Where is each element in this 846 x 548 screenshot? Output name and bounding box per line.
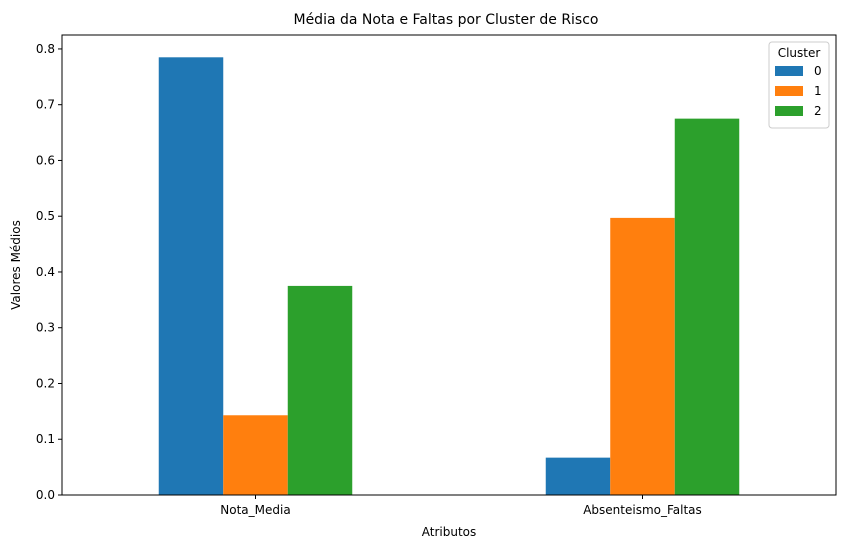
y-tick-label: 0.6 [36,153,55,167]
y-axis-ticks: 0.0 0.1 0.2 0.3 0.4 0.5 0.6 0.7 0.8 [36,42,62,502]
x-axis-ticks: Nota_Media Absenteismo_Faltas [220,495,702,517]
y-tick-label: 0.2 [36,376,55,390]
chart-title: Média da Nota e Faltas por Cluster de Ri… [293,12,598,28]
x-tick-label: Nota_Media [220,503,290,517]
legend-label-cluster-1: 1 [814,84,822,98]
y-tick-label: 0.0 [36,488,55,502]
y-tick-label: 0.4 [36,265,55,279]
legend-swatch-cluster-0 [775,66,803,76]
bar-absenteismo-faltas-cluster-0 [545,457,611,495]
bar-absenteismo-faltas-cluster-2 [674,118,740,496]
y-tick-label: 0.7 [36,98,55,112]
y-axis-label: Valores Médios [9,220,23,310]
x-tick-label: Absenteismo_Faltas [583,503,702,517]
legend-swatch-cluster-2 [775,106,803,116]
bars [158,57,740,496]
plot-frame [61,34,837,496]
legend: Cluster 0 1 2 [768,41,830,129]
legend-label-cluster-2: 2 [814,104,822,118]
y-tick-label: 0.8 [36,42,55,56]
y-tick-label: 0.5 [36,209,55,223]
legend-swatch-cluster-1 [775,86,803,96]
x-axis-label: Atributos [422,525,477,539]
y-tick-label: 0.1 [36,432,55,446]
axes [61,34,837,496]
y-tick-label: 0.3 [36,321,55,335]
bar-nota-media-cluster-2 [287,285,353,495]
legend-label-cluster-0: 0 [814,64,822,78]
legend-title: Cluster [778,46,821,60]
bar-absenteismo-faltas-cluster-1 [610,217,675,496]
bar-nota-media-cluster-0 [158,57,224,495]
bar-nota-media-cluster-1 [223,415,288,495]
